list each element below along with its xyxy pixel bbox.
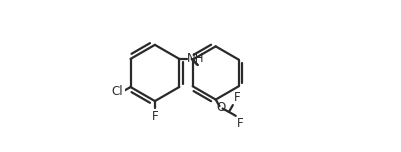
Text: O: O <box>217 101 226 114</box>
Text: F: F <box>152 110 158 123</box>
Text: NH: NH <box>187 52 205 65</box>
Text: F: F <box>234 91 241 104</box>
Text: Cl: Cl <box>111 85 123 98</box>
Text: F: F <box>237 117 243 130</box>
